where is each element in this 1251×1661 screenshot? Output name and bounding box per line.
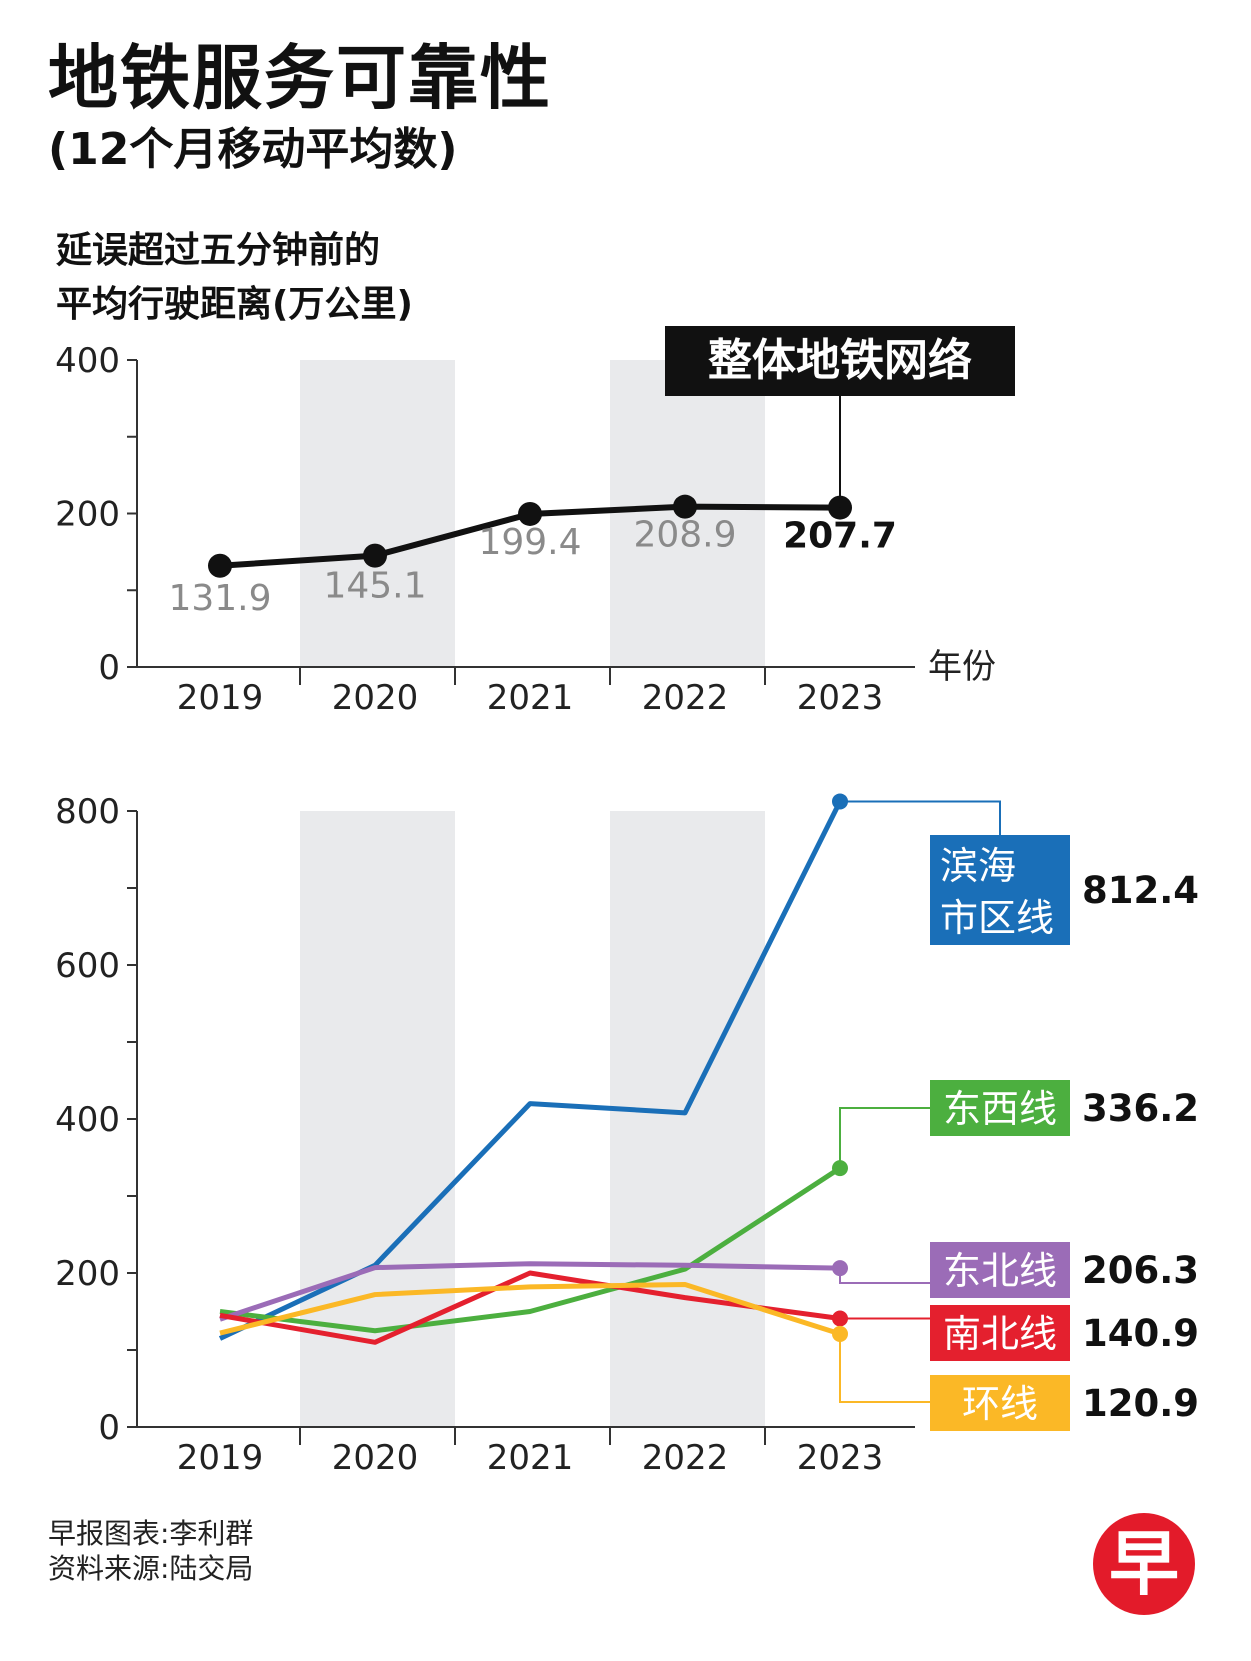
x-tick-label-2023: 2023 (797, 1438, 884, 1478)
y-tick-label-0: 0 (98, 648, 120, 688)
end-point-circle-line (832, 1325, 848, 1342)
source-text: 资料来源:陆交局 (48, 1552, 254, 1585)
data-label-2020: 145.1 (323, 566, 426, 607)
series-label-east-west-line: 东西线 (943, 1087, 1057, 1131)
leader-line-north-east-line (839, 1268, 930, 1284)
x-tick-label-2021: 2021 (487, 678, 574, 718)
shaded-band-2022 (610, 811, 765, 1427)
shaded-band-2020 (300, 360, 455, 667)
series-label-line1-downtown-line: 滨海 (940, 844, 1016, 888)
series-label-line2-downtown-line: 市区线 (940, 896, 1054, 940)
zaobao-logo: 早 (1093, 1513, 1195, 1615)
series-label-box-network (665, 326, 1015, 396)
credit-text: 早报图表:李利群 (48, 1517, 254, 1550)
end-point-downtown-line (832, 793, 848, 810)
end-value-label-east-west-line: 336.2 (1082, 1087, 1199, 1130)
leader-line-circle-line (839, 1333, 930, 1403)
data-label-2022: 208.9 (633, 515, 736, 556)
y-tick-label-600: 600 (55, 946, 120, 986)
data-point-2019 (208, 553, 232, 578)
chart-subtitle: (12个月移动平均数) (48, 124, 458, 175)
data-label-2021: 199.4 (478, 522, 581, 563)
x-tick-label-2023: 2023 (797, 678, 884, 718)
series-label-box-east-west-line (930, 1080, 1070, 1136)
series-label-north-east-line: 东北线 (943, 1249, 1057, 1293)
y-tick-label-200: 200 (55, 495, 120, 535)
series-line-downtown-line (218, 800, 843, 1341)
end-point-north-south-line (832, 1310, 848, 1327)
data-point-2020 (363, 543, 387, 568)
data-label-2019: 131.9 (168, 578, 271, 619)
x-tick-label-2020: 2020 (332, 678, 419, 718)
y-axis-label-line1: 延误超过五分钟前的 (56, 230, 381, 271)
series-label-network: 整体地铁网络 (708, 335, 972, 386)
end-value-label-north-south-line: 140.9 (1082, 1312, 1199, 1355)
series-line-north-east-line (219, 1261, 841, 1322)
series-line-north-south-line (219, 1270, 841, 1345)
leader-line-downtown-line (840, 800, 1001, 835)
series-label-box-circle-line (930, 1375, 1070, 1431)
x-axis-title: 年份 (928, 647, 996, 687)
end-value-label-circle-line: 120.9 (1082, 1382, 1199, 1425)
end-value-label-north-east-line: 206.3 (1082, 1249, 1199, 1292)
end-point-east-west-line (832, 1160, 848, 1177)
x-tick-label-2019: 2019 (177, 1438, 264, 1478)
chart-title: 地铁服务可靠性 (48, 37, 552, 119)
data-point-2021 (518, 501, 542, 526)
end-value-label-downtown-line: 812.4 (1082, 869, 1199, 912)
y-tick-label-200: 200 (55, 1254, 120, 1294)
x-tick-label-2020: 2020 (332, 1438, 419, 1478)
data-point-2022 (673, 494, 697, 519)
y-tick-label-0: 0 (98, 1408, 120, 1448)
series-line-circle-line (219, 1282, 841, 1337)
y-axis-label-line2: 平均行驶距离(万公里) (56, 284, 413, 325)
y-tick-label-400: 400 (55, 1100, 120, 1140)
leader-line-east-west-line (839, 1107, 930, 1169)
series-label-box-north-east-line (930, 1242, 1070, 1298)
series-line-east-west-line (219, 1166, 842, 1334)
data-label-2023: 207.7 (783, 516, 897, 557)
x-tick-label-2022: 2022 (642, 678, 729, 718)
x-tick-label-2019: 2019 (177, 678, 264, 718)
x-tick-label-2022: 2022 (642, 1438, 729, 1478)
end-point-north-east-line (832, 1260, 848, 1277)
x-tick-label-2021: 2021 (487, 1438, 574, 1478)
series-label-north-south-line: 南北线 (943, 1312, 1057, 1356)
y-tick-label-800: 800 (55, 792, 120, 832)
series-label-box-north-south-line (930, 1305, 1070, 1361)
y-tick-label-400: 400 (55, 341, 120, 381)
series-label-circle-line: 环线 (962, 1382, 1038, 1426)
series-label-box-downtown-line (930, 835, 1070, 945)
